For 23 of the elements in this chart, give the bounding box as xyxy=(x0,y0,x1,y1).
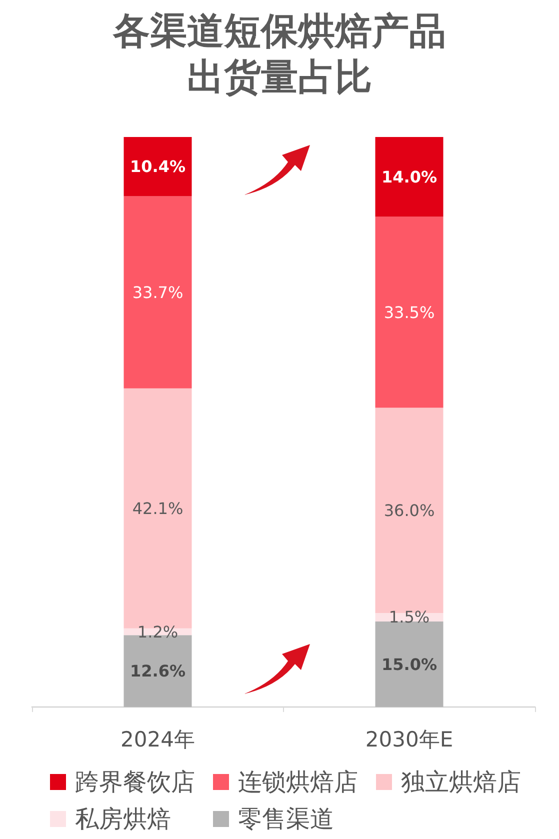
data-label: 15.0% xyxy=(381,654,438,674)
data-label: 1.2% xyxy=(137,622,178,642)
bar xyxy=(124,137,192,196)
x-tick-label: 2030年E xyxy=(365,728,454,752)
data-label: 33.7% xyxy=(132,282,184,302)
legend-label: 私房烘焙 xyxy=(75,805,171,833)
bar xyxy=(375,137,444,217)
legend-label: 零售渠道 xyxy=(238,805,334,833)
data-label: 14.0% xyxy=(381,167,438,186)
data-label: 1.5% xyxy=(388,608,430,627)
x-tick-label: 2024年 xyxy=(120,728,195,752)
data-label: 12.6% xyxy=(130,662,186,681)
chart-title: 各渠道短保烘焙产品出货量占比 xyxy=(112,10,446,98)
bar xyxy=(124,196,192,388)
legend-label: 独立烘焙店 xyxy=(401,768,521,796)
legend-label: 跨界餐饮店 xyxy=(75,768,195,796)
bar xyxy=(375,216,444,408)
data-label: 36.0% xyxy=(384,500,435,520)
data-label: 10.4% xyxy=(130,157,186,176)
data-label: 33.5% xyxy=(384,302,435,322)
data-label: 42.1% xyxy=(132,498,184,518)
legend-label: 连锁烘焙店 xyxy=(238,768,358,796)
bar xyxy=(375,622,444,707)
